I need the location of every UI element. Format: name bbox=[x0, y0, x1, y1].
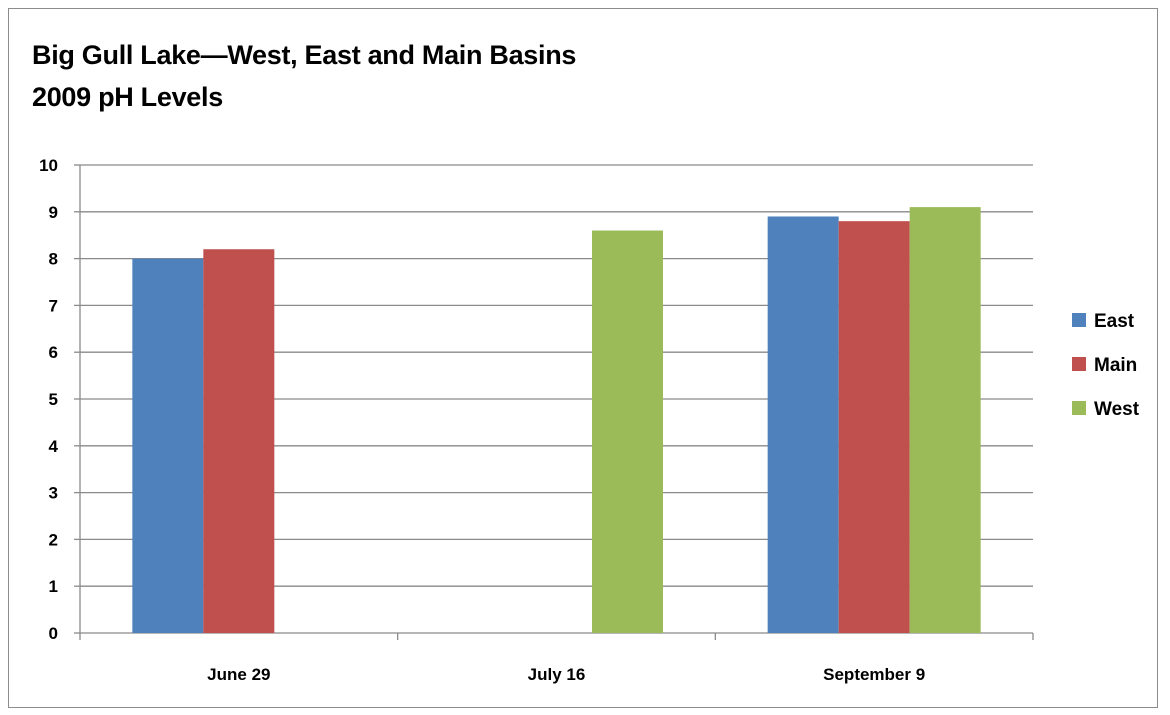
y-tick-label-9: 9 bbox=[49, 203, 58, 222]
bar-main-september-9 bbox=[838, 221, 910, 633]
legend: East Main West bbox=[1072, 311, 1140, 420]
bar-east-september-9 bbox=[767, 216, 839, 634]
bar-main-june-29 bbox=[203, 249, 275, 634]
x-tick-label-july-16: July 16 bbox=[528, 665, 586, 684]
y-tick-label-5: 5 bbox=[49, 390, 58, 409]
y-tick-label-1: 1 bbox=[49, 577, 58, 596]
legend-label-main: Main bbox=[1094, 355, 1137, 376]
x-tick-label-june-29: June 29 bbox=[207, 665, 270, 684]
chart-subtitle: 2009 pH Levels bbox=[32, 82, 223, 112]
y-tick-label-8: 8 bbox=[49, 250, 58, 269]
bar-west-july-16 bbox=[592, 230, 663, 633]
y-tick-label-6: 6 bbox=[49, 343, 58, 362]
bars bbox=[132, 207, 981, 634]
bar-west-september-9 bbox=[909, 207, 981, 633]
legend-label-west: West bbox=[1094, 399, 1140, 420]
y-tick-label-10: 10 bbox=[39, 156, 58, 175]
x-tick-labels: June 29 July 16 September 9 bbox=[207, 665, 925, 684]
chart-title-block: Big Gull Lake—West, East and Main Basins… bbox=[32, 34, 576, 118]
y-tick-label-4: 4 bbox=[49, 437, 59, 456]
y-tick-label-2: 2 bbox=[49, 530, 58, 549]
y-tick-label-7: 7 bbox=[49, 296, 58, 315]
chart-title: Big Gull Lake—West, East and Main Basins bbox=[32, 40, 577, 70]
y-tick-label-0: 0 bbox=[49, 624, 58, 643]
legend-label-east: East bbox=[1094, 311, 1135, 332]
legend-swatch-west bbox=[1072, 401, 1086, 415]
legend-swatch-main bbox=[1072, 357, 1086, 371]
bar-east-june-29 bbox=[132, 258, 204, 633]
x-tick-label-september-9: September 9 bbox=[823, 665, 925, 684]
y-tick-label-3: 3 bbox=[49, 484, 58, 503]
y-tick-labels: 0 1 2 3 4 5 6 7 8 9 10 bbox=[39, 156, 58, 643]
legend-swatch-east bbox=[1072, 313, 1086, 327]
